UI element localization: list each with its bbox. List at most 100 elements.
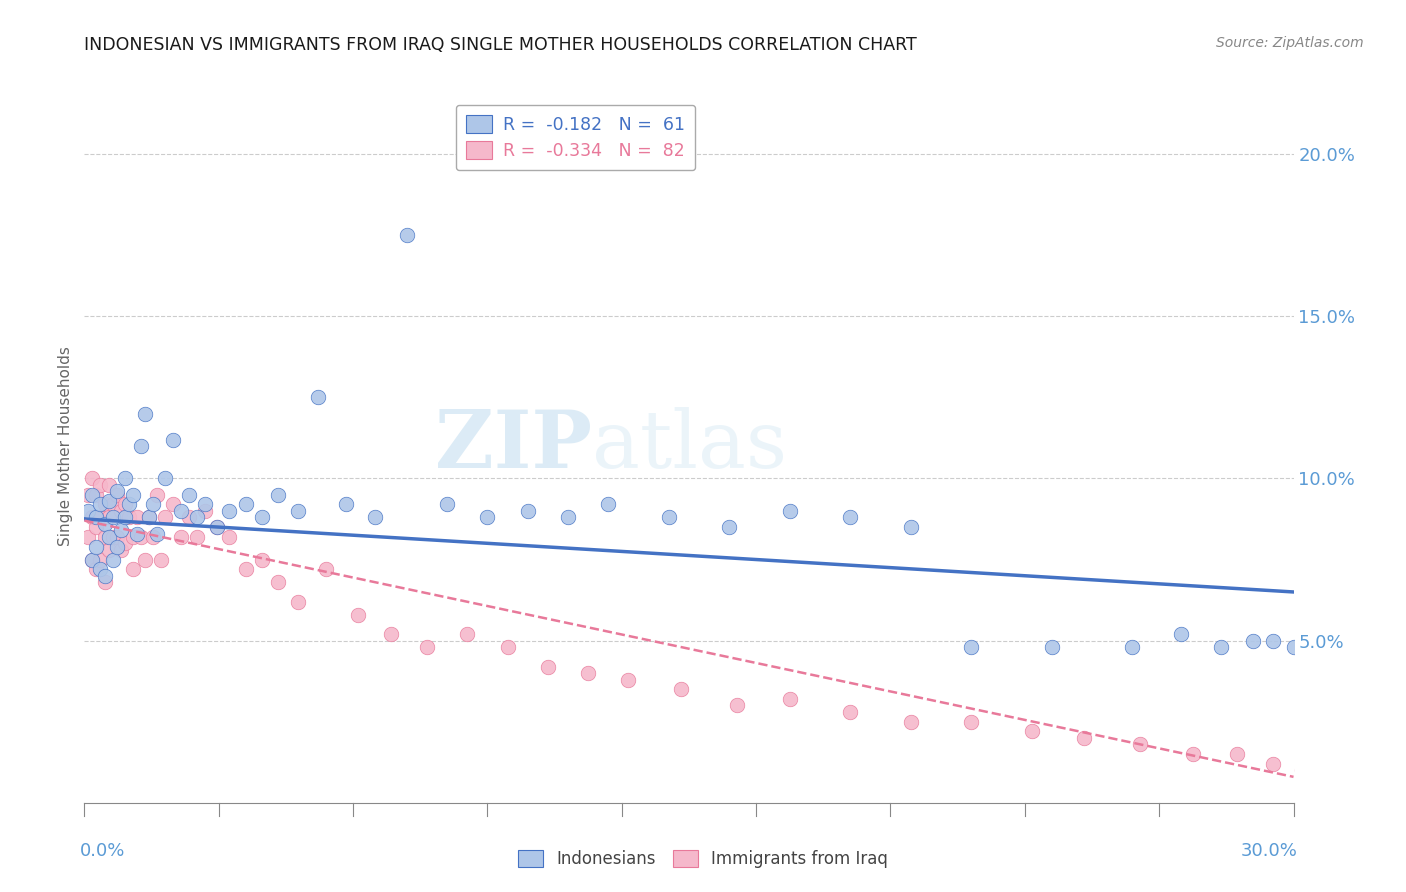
Point xyxy=(1021,724,1043,739)
Point xyxy=(1073,731,1095,745)
Point xyxy=(839,705,862,719)
Legend: Indonesians, Immigrants from Iraq: Indonesians, Immigrants from Iraq xyxy=(512,843,894,875)
Point xyxy=(110,542,132,557)
Point xyxy=(121,488,143,502)
Point xyxy=(960,640,983,654)
Point xyxy=(97,510,120,524)
Point xyxy=(82,471,104,485)
Point xyxy=(93,530,115,544)
Point xyxy=(134,407,156,421)
Point xyxy=(125,526,148,541)
Point xyxy=(287,504,309,518)
Point xyxy=(82,552,104,566)
Point xyxy=(105,488,128,502)
Point xyxy=(118,497,141,511)
Point xyxy=(186,530,208,544)
Point xyxy=(1129,738,1152,752)
Point xyxy=(149,552,172,566)
Point xyxy=(121,562,143,576)
Point xyxy=(267,575,290,590)
Point xyxy=(89,552,111,566)
Text: Source: ZipAtlas.com: Source: ZipAtlas.com xyxy=(1216,36,1364,50)
Point xyxy=(89,562,111,576)
Point xyxy=(287,595,309,609)
Point xyxy=(1302,659,1324,673)
Point xyxy=(114,497,136,511)
Point xyxy=(93,568,115,582)
Point xyxy=(658,510,681,524)
Point xyxy=(1282,640,1305,654)
Point xyxy=(395,228,418,243)
Point xyxy=(1371,776,1393,790)
Point xyxy=(307,390,329,404)
Point xyxy=(179,488,201,502)
Point xyxy=(114,510,136,524)
Point xyxy=(101,497,124,511)
Point xyxy=(170,530,193,544)
Point xyxy=(86,510,108,524)
Point xyxy=(129,530,152,544)
Point xyxy=(1315,770,1337,784)
Text: atlas: atlas xyxy=(592,407,787,485)
Point xyxy=(380,627,402,641)
Text: 30.0%: 30.0% xyxy=(1240,842,1298,860)
Point xyxy=(97,494,120,508)
Point xyxy=(93,516,115,531)
Point xyxy=(194,497,217,511)
Point xyxy=(82,510,104,524)
Point xyxy=(235,497,257,511)
Point xyxy=(779,504,801,518)
Point xyxy=(142,530,165,544)
Point xyxy=(77,488,100,502)
Point xyxy=(267,488,290,502)
Point xyxy=(537,659,560,673)
Point xyxy=(89,497,111,511)
Point xyxy=(779,692,801,706)
Point xyxy=(142,497,165,511)
Point xyxy=(110,504,132,518)
Point xyxy=(93,575,115,590)
Point xyxy=(456,627,478,641)
Point xyxy=(416,640,439,654)
Point xyxy=(97,530,120,544)
Point xyxy=(557,510,579,524)
Point xyxy=(105,484,128,499)
Point xyxy=(105,540,128,554)
Point xyxy=(170,504,193,518)
Point xyxy=(93,497,115,511)
Point xyxy=(97,478,120,492)
Point xyxy=(194,504,217,518)
Point xyxy=(125,510,148,524)
Point xyxy=(101,552,124,566)
Point xyxy=(153,510,176,524)
Point xyxy=(335,497,357,511)
Point xyxy=(146,526,169,541)
Point xyxy=(669,682,692,697)
Point xyxy=(436,497,458,511)
Point xyxy=(86,488,108,502)
Point xyxy=(118,510,141,524)
Point xyxy=(1209,640,1232,654)
Point xyxy=(101,530,124,544)
Point xyxy=(86,520,108,534)
Point xyxy=(900,714,922,729)
Point xyxy=(110,524,132,538)
Point xyxy=(114,471,136,485)
Point xyxy=(162,433,184,447)
Point xyxy=(718,520,741,534)
Point xyxy=(218,530,240,544)
Point xyxy=(153,471,176,485)
Point xyxy=(1121,640,1143,654)
Point xyxy=(186,510,208,524)
Point xyxy=(146,488,169,502)
Point xyxy=(207,520,229,534)
Point xyxy=(347,607,370,622)
Point xyxy=(89,510,111,524)
Point xyxy=(207,520,229,534)
Text: ZIP: ZIP xyxy=(436,407,592,485)
Point xyxy=(82,488,104,502)
Point xyxy=(114,536,136,550)
Point xyxy=(105,530,128,544)
Point xyxy=(121,530,143,544)
Point xyxy=(1040,640,1063,654)
